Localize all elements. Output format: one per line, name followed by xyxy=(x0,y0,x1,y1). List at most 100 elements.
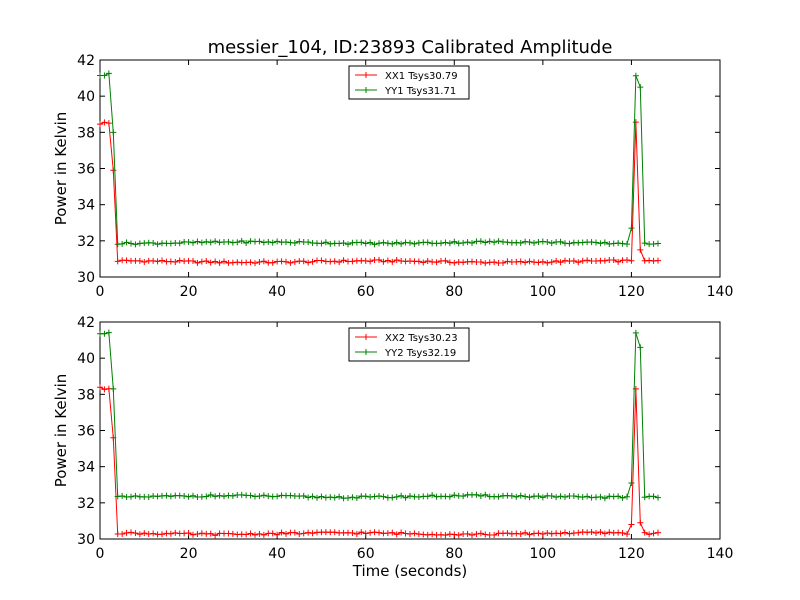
data-point xyxy=(628,257,635,264)
x-tick-label: 0 xyxy=(96,546,105,562)
data-point xyxy=(336,259,343,266)
data-point xyxy=(624,241,630,248)
data-point xyxy=(349,494,356,501)
data-point xyxy=(628,479,635,486)
data-point xyxy=(584,493,591,500)
data-point xyxy=(517,492,524,499)
data-point xyxy=(243,531,250,538)
data-point xyxy=(358,529,365,536)
data-point xyxy=(535,530,542,537)
data-point xyxy=(309,493,316,500)
data-point xyxy=(190,492,196,499)
data-point xyxy=(628,225,635,232)
series-xx xyxy=(97,119,661,267)
data-point xyxy=(300,492,307,499)
data-point xyxy=(362,530,369,537)
data-point xyxy=(562,529,568,536)
data-point xyxy=(221,258,227,265)
data-point xyxy=(101,386,108,393)
data-point xyxy=(407,493,413,500)
data-point xyxy=(322,494,329,501)
data-point xyxy=(97,121,103,128)
data-point xyxy=(119,493,126,500)
data-point xyxy=(150,530,157,537)
data-point xyxy=(531,239,537,246)
data-point xyxy=(105,70,112,77)
data-point xyxy=(114,258,121,265)
legend-label: YY1 Tsys31.71 xyxy=(384,86,456,97)
data-point xyxy=(575,259,582,266)
data-point xyxy=(309,258,316,265)
data-point xyxy=(477,238,484,245)
data-point xyxy=(619,529,626,536)
data-point xyxy=(522,493,529,500)
data-point xyxy=(557,493,564,500)
data-point xyxy=(256,493,263,500)
data-point xyxy=(229,492,236,499)
data-point xyxy=(305,529,312,536)
data-point xyxy=(340,257,347,264)
data-point xyxy=(145,494,152,501)
data-point xyxy=(442,239,449,246)
data-point xyxy=(291,529,298,536)
x-tick-label: 120 xyxy=(618,284,645,300)
data-point xyxy=(451,531,458,538)
x-tick-label: 0 xyxy=(96,284,105,300)
data-point xyxy=(526,494,533,501)
y-tick-label: 42 xyxy=(77,53,95,69)
data-point xyxy=(97,384,103,391)
data-point xyxy=(557,238,564,245)
data-point xyxy=(269,530,276,537)
data-point xyxy=(637,519,644,526)
data-point xyxy=(247,530,254,537)
data-point xyxy=(132,241,139,248)
data-point xyxy=(477,259,484,266)
data-point xyxy=(628,521,635,528)
data-point xyxy=(212,258,219,265)
data-point xyxy=(318,257,325,264)
data-point xyxy=(650,493,657,500)
data-point xyxy=(535,259,542,266)
data-point xyxy=(504,530,511,537)
data-point xyxy=(101,119,108,126)
data-point xyxy=(167,530,174,537)
data-point xyxy=(291,258,298,265)
data-point xyxy=(429,531,436,538)
legend-box xyxy=(348,327,470,362)
data-point xyxy=(624,257,630,264)
data-point xyxy=(128,529,134,536)
data-point xyxy=(185,530,192,537)
data-point xyxy=(601,530,608,537)
data-point xyxy=(163,492,170,499)
data-point xyxy=(349,530,356,537)
data-point xyxy=(327,240,334,247)
data-point xyxy=(522,529,529,536)
top-plot: 0 20 40 60 80 100 120 140 30 32 34 36 38 40 42 Power in… xyxy=(52,53,733,300)
data-point xyxy=(477,530,484,537)
data-point xyxy=(637,84,644,91)
x-tick-label: 140 xyxy=(707,546,734,562)
data-point xyxy=(260,258,267,265)
data-point xyxy=(212,493,219,500)
data-point xyxy=(172,259,179,266)
data-point xyxy=(101,330,108,337)
x-tick-label: 60 xyxy=(357,546,375,562)
data-point xyxy=(632,72,639,79)
legend-box xyxy=(348,65,470,100)
data-point xyxy=(491,259,498,266)
legend: XX2 Tsys30.23 YY2 Tsys32.19 xyxy=(348,327,470,362)
data-point xyxy=(331,529,338,536)
data-point xyxy=(482,260,489,267)
data-point xyxy=(584,257,591,264)
data-point xyxy=(398,529,405,536)
data-point xyxy=(296,238,303,245)
data-point xyxy=(136,257,143,264)
data-point xyxy=(318,493,325,500)
legend-label: XX2 Tsys30.23 xyxy=(385,333,458,344)
data-point xyxy=(331,258,338,265)
data-point xyxy=(655,529,661,536)
data-point xyxy=(624,531,630,538)
data-point xyxy=(601,239,608,246)
data-point xyxy=(491,531,498,538)
data-point xyxy=(446,493,453,500)
